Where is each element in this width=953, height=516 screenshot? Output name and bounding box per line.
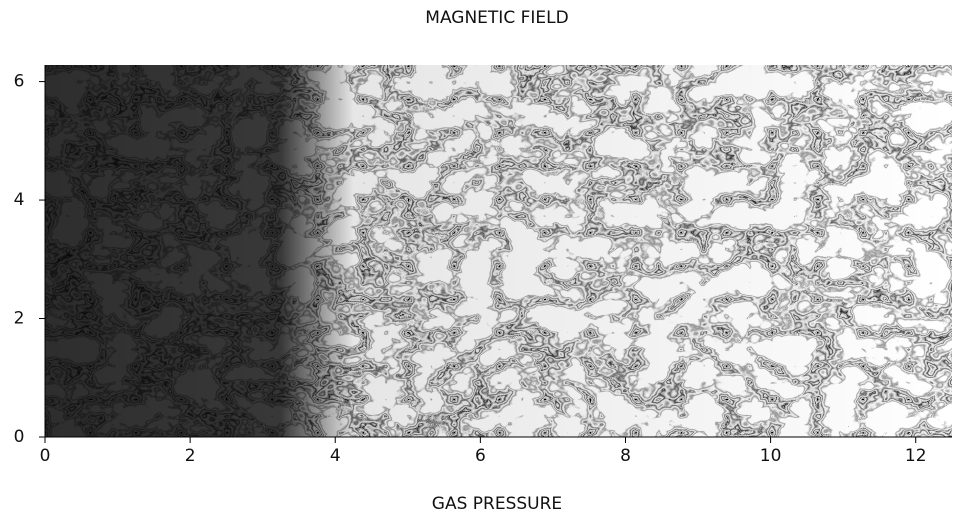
x-tick-label: 4 xyxy=(330,446,341,466)
x-tick-label: 0 xyxy=(40,446,51,466)
x-axis-label: GAS PRESSURE xyxy=(432,494,562,514)
x-tick-label: 6 xyxy=(475,446,486,466)
x-tick-label: 2 xyxy=(185,446,196,466)
x-tick-label: 12 xyxy=(905,446,927,466)
y-tick-label: 6 xyxy=(14,72,25,92)
x-tick-label: 10 xyxy=(760,446,782,466)
y-tick-label: 2 xyxy=(14,309,25,329)
chart-title: MAGNETIC FIELD xyxy=(425,8,568,28)
shade xyxy=(45,65,952,437)
y-tick-label: 4 xyxy=(14,190,25,210)
field-image xyxy=(45,65,952,437)
y-tick-label: 0 xyxy=(14,427,25,447)
chart: MAGNETIC FIELD GAS PRESSURE 0 2 4 6 8 10 12 0 2 4… xyxy=(0,0,953,516)
x-tick-label: 8 xyxy=(620,446,631,466)
